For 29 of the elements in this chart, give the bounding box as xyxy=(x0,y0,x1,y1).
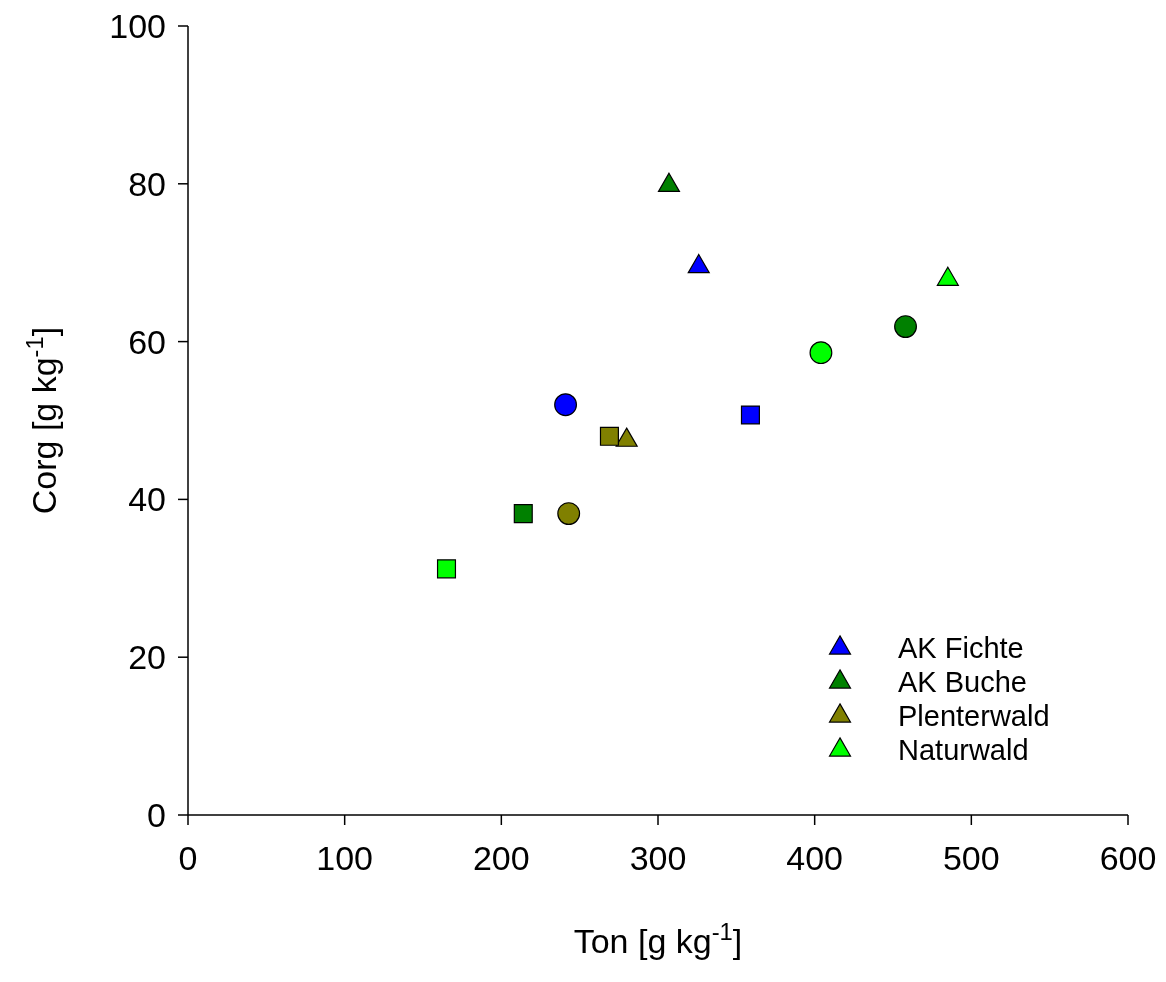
x-tick-label: 100 xyxy=(316,839,374,877)
point xyxy=(740,405,760,425)
point xyxy=(894,315,917,339)
point xyxy=(557,502,581,526)
point xyxy=(687,253,710,274)
y-tick-label: 60 xyxy=(128,322,166,361)
x-tick-label: 600 xyxy=(1099,839,1157,877)
point xyxy=(809,341,833,365)
y-tick-label: 80 xyxy=(128,164,166,203)
y-tick-label: 20 xyxy=(128,638,166,677)
point xyxy=(599,426,619,446)
x-tick-label: 400 xyxy=(786,839,844,877)
y-tick-label: 0 xyxy=(147,796,166,834)
x-axis-title: Ton [g kg$^{-1}$] xyxy=(573,917,743,960)
x-tick-label: 300 xyxy=(629,839,687,877)
y-tick-label: 40 xyxy=(128,480,166,519)
x-tick-label: 500 xyxy=(942,839,1000,877)
point xyxy=(657,172,681,193)
legend-label: Naturwald xyxy=(898,734,1029,766)
point xyxy=(554,393,578,417)
x-tick-label: 0 xyxy=(178,839,198,877)
y-tick-label: 100 xyxy=(109,7,166,45)
point xyxy=(513,504,533,524)
point xyxy=(936,266,959,286)
point xyxy=(436,559,457,579)
legend-label: AK Buche xyxy=(898,666,1027,698)
legend-label: AK Fichte xyxy=(898,632,1024,664)
x-tick-label: 200 xyxy=(472,839,530,877)
legend-label: Plenterwald xyxy=(898,700,1050,732)
